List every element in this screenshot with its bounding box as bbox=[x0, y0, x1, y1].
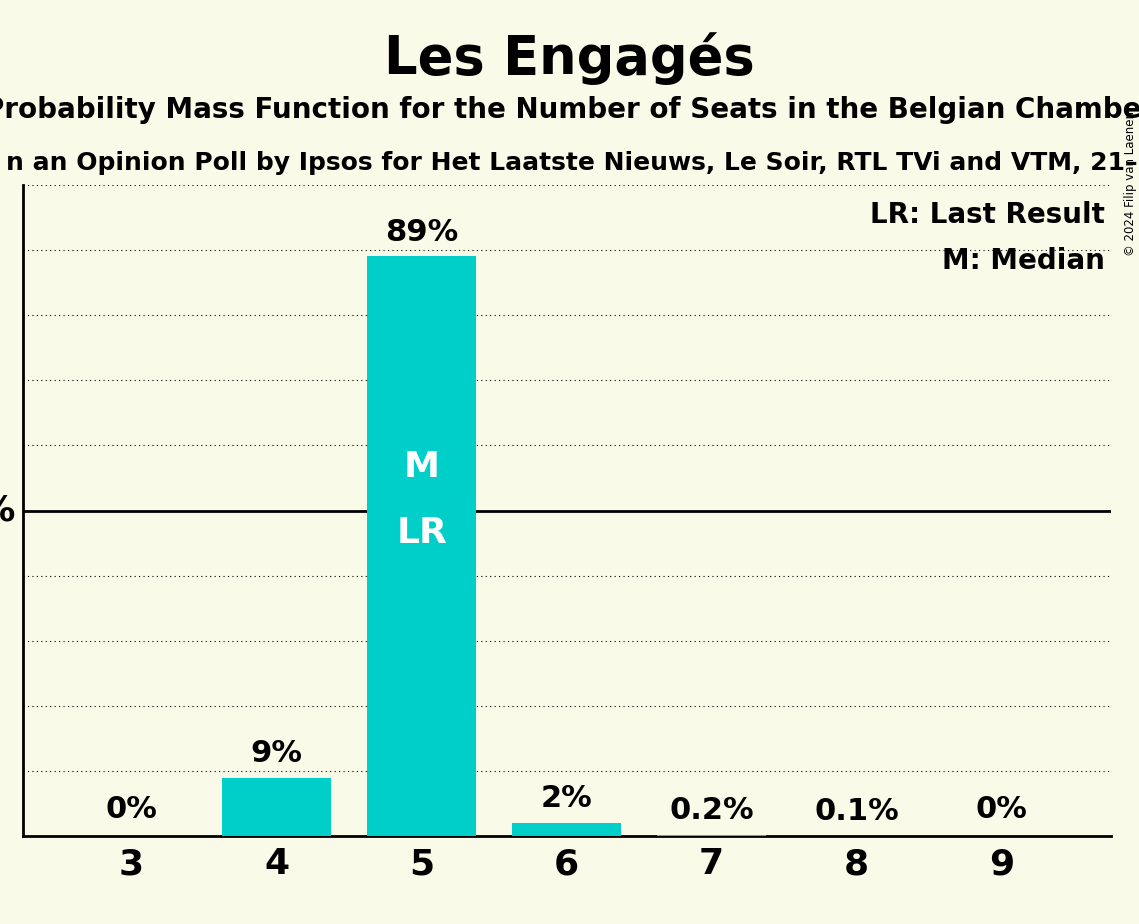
Text: 9%: 9% bbox=[251, 739, 303, 768]
Text: Les Engagés: Les Engagés bbox=[384, 32, 755, 85]
Text: Probability Mass Function for the Number of Seats in the Belgian Chamber: Probability Mass Function for the Number… bbox=[0, 96, 1139, 124]
Bar bbox=[367, 257, 476, 836]
Text: 50%: 50% bbox=[0, 493, 16, 528]
Bar bbox=[222, 778, 331, 836]
Text: 0%: 0% bbox=[976, 796, 1027, 824]
Text: M: M bbox=[403, 451, 440, 484]
Bar bbox=[657, 835, 767, 836]
Text: © 2024 Filip van Laenen: © 2024 Filip van Laenen bbox=[1124, 111, 1137, 256]
Text: LR: LR bbox=[396, 516, 446, 550]
Text: M: Median: M: Median bbox=[942, 247, 1105, 274]
Text: n an Opinion Poll by Ipsos for Het Laatste Nieuws, Le Soir, RTL TVi and VTM, 21–: n an Opinion Poll by Ipsos for Het Laats… bbox=[6, 151, 1139, 175]
Text: 2%: 2% bbox=[541, 784, 592, 813]
Text: 0.2%: 0.2% bbox=[670, 796, 754, 825]
Text: 89%: 89% bbox=[385, 218, 458, 247]
Bar bbox=[513, 823, 621, 836]
Text: 0%: 0% bbox=[106, 796, 157, 824]
Text: LR: Last Result: LR: Last Result bbox=[870, 201, 1105, 229]
Text: 0.1%: 0.1% bbox=[814, 796, 899, 826]
